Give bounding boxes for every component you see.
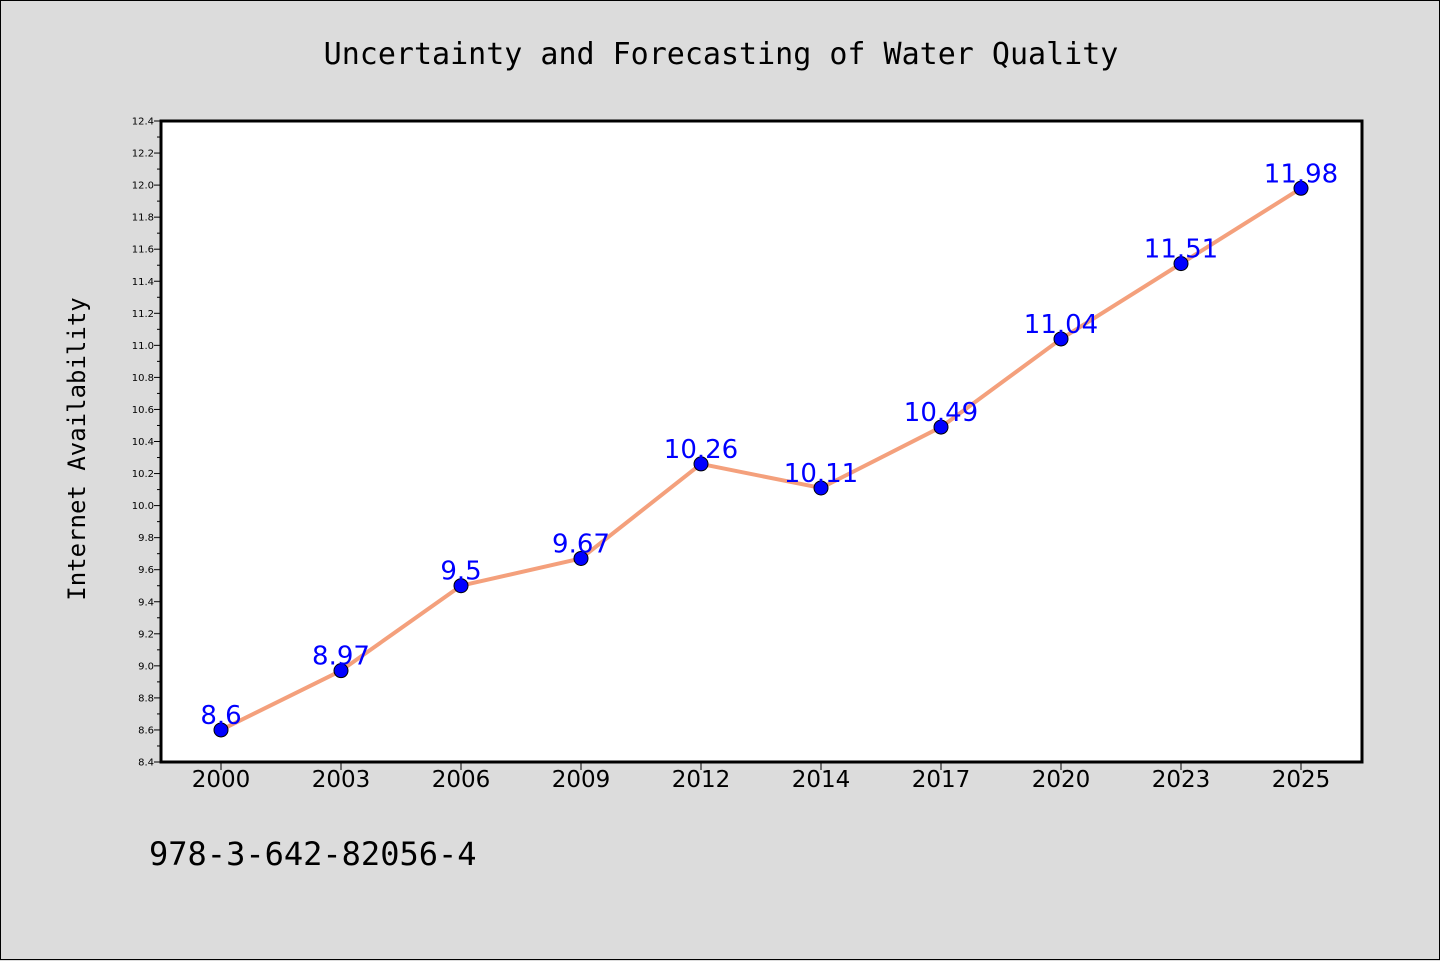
y-tick-label: 9.8	[138, 533, 154, 544]
x-tick-label: 2020	[1032, 767, 1091, 793]
y-tick-label: 11.4	[132, 277, 154, 288]
x-tick-label: 2023	[1152, 767, 1211, 793]
data-label: 11.98	[1264, 159, 1338, 189]
data-label: 10.49	[904, 398, 978, 428]
y-axis-label: Internet Availability	[63, 297, 91, 600]
y-tick-label: 11.6	[132, 245, 154, 256]
series-line	[219, 186, 1303, 732]
data-point	[933, 419, 949, 435]
y-tick-label: 8.4	[138, 758, 154, 769]
data-point	[1053, 331, 1069, 347]
y-tick-label: 8.6	[138, 725, 154, 736]
y-tick-label: 9.4	[138, 597, 154, 608]
x-tick-label: 2000	[192, 767, 251, 793]
data-label: 8.97	[312, 642, 370, 672]
data-label: 11.51	[1144, 235, 1218, 265]
data-label: 9.5	[440, 557, 481, 587]
chart-title: Uncertainty and Forecasting of Water Qua…	[324, 37, 1119, 72]
y-tick-label: 10.0	[132, 501, 154, 512]
y-tick-label: 11.8	[132, 213, 154, 224]
series-line-group	[219, 186, 1303, 732]
y-tick-label: 11.0	[132, 341, 154, 352]
data-label: 8.6	[200, 701, 241, 731]
y-tick-label: 10.6	[132, 405, 154, 416]
y-tick-label: 12.4	[132, 117, 154, 128]
y-tick-label: 10.2	[132, 469, 154, 480]
data-point	[693, 456, 709, 472]
data-point	[573, 550, 589, 566]
y-tick-label: 9.2	[138, 629, 154, 640]
data-point	[453, 578, 469, 594]
data-points	[213, 180, 1309, 738]
footer-code: 978-3-642-82056-4	[149, 835, 477, 873]
x-tick-label: 2009	[552, 767, 611, 793]
data-point	[1173, 256, 1189, 272]
data-point	[213, 722, 229, 738]
x-tick-label: 2025	[1272, 767, 1331, 793]
x-tick-label: 2014	[792, 767, 851, 793]
data-label: 9.67	[552, 529, 610, 559]
y-tick-label: 9.0	[138, 661, 154, 672]
x-axis: 2000 2003 2006 2009 2012 2014 2017 2020 2023 2025	[192, 762, 1331, 793]
data-label: 10.11	[784, 459, 858, 489]
data-point	[813, 480, 829, 496]
data-label: 11.04	[1024, 310, 1098, 340]
y-tick-label: 12.0	[132, 181, 154, 192]
y-axis: 8.4 8.6 8.8 9.0 9.2 9.4 9.6 9.8 10.0 10.2 10.4 10.6…	[132, 117, 161, 769]
x-tick-label: 2012	[672, 767, 731, 793]
data-point	[1293, 180, 1309, 196]
x-tick-label: 2006	[432, 767, 491, 793]
data-label: 10.26	[664, 435, 738, 465]
data-point	[333, 663, 349, 679]
x-tick-label: 2017	[912, 767, 971, 793]
y-tick-label: 10.4	[132, 437, 154, 448]
y-tick-label: 8.8	[138, 693, 154, 704]
y-tick-label: 9.6	[138, 565, 154, 576]
data-labels: 8.6 8.97 9.5 9.67 10.26 10.11 10.49 11.04 11.51 1…	[200, 159, 1338, 731]
x-tick-label: 2003	[312, 767, 371, 793]
y-tick-label: 10.8	[132, 373, 154, 384]
plot-frame	[159, 119, 1364, 764]
y-tick-label: 11.2	[132, 309, 154, 320]
y-tick-label: 12.2	[132, 149, 154, 160]
